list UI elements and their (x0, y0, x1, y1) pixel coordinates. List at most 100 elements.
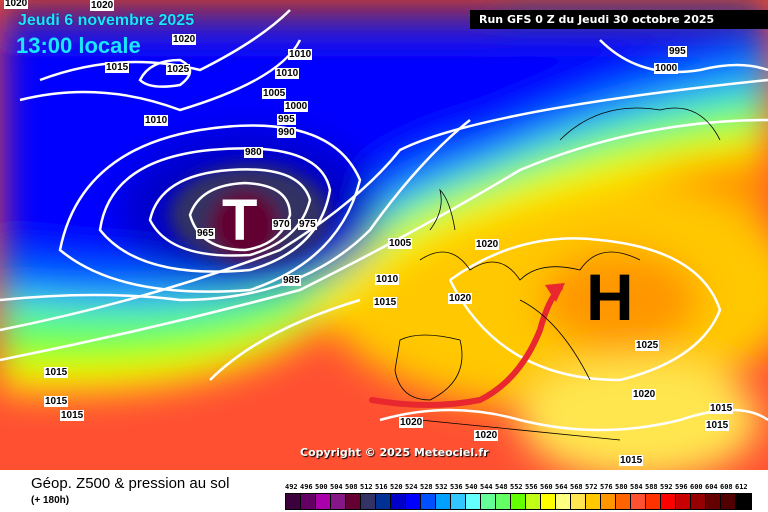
low-pressure-symbol: T (222, 188, 258, 253)
legend-swatch (346, 494, 361, 509)
isobar-label: 1020 (448, 293, 473, 304)
isobar-label: 965 (196, 228, 215, 239)
isobar-label: 970 (272, 219, 291, 230)
legend-swatch (616, 494, 631, 509)
trajectory-arrow (369, 285, 563, 408)
isobar-label: 1025 (166, 64, 191, 75)
footer: Géop. Z500 & pression au sol (+ 180h) 49… (0, 470, 768, 512)
isobar-label: 995 (277, 114, 296, 125)
legend-swatch (391, 494, 406, 509)
legend-label: 552 (510, 483, 523, 491)
legend-label: 604 (705, 483, 718, 491)
legend-label: 500 (315, 483, 328, 491)
legend-label: 612 (735, 483, 748, 491)
geopotential-map (0, 0, 768, 470)
legend-label: 496 (300, 483, 313, 491)
legend-swatch (601, 494, 616, 509)
coastlines (394, 107, 721, 441)
legend-swatch (541, 494, 556, 509)
legend-swatch (736, 494, 751, 509)
legend-label: 588 (645, 483, 658, 491)
legend-label: 596 (675, 483, 688, 491)
legend-label: 532 (435, 483, 448, 491)
high-pressure-symbol: H (586, 260, 634, 334)
isobar-label: 1015 (373, 297, 398, 308)
isobar-label: 1020 (90, 0, 115, 11)
model-run-label: Run GFS 0 Z du Jeudi 30 octobre 2025 (470, 10, 768, 29)
isobar-label: 1015 (60, 410, 85, 421)
legend-labels: 492 496 500 504 508 512 516 520 524 528 532 536 540 5… (285, 483, 750, 491)
isobar-label: 1015 (705, 420, 730, 431)
forecast-lead-time: (+ 180h) (31, 495, 70, 506)
isobar-label: 1010 (375, 274, 400, 285)
legend-label: 564 (555, 483, 568, 491)
legend-label: 524 (405, 483, 418, 491)
legend-label: 512 (360, 483, 373, 491)
map-title: Géop. Z500 & pression au sol (31, 475, 230, 492)
legend-label: 504 (330, 483, 343, 491)
arrow-head-icon (545, 283, 565, 302)
legend-label: 544 (480, 483, 493, 491)
isobar-label: 1005 (388, 238, 413, 249)
isobar-label: 1015 (44, 396, 69, 407)
isobar-label: 1020 (632, 389, 657, 400)
isobar-label: 1000 (284, 101, 309, 112)
isobar-label: 1020 (172, 34, 197, 45)
legend-label: 492 (285, 483, 298, 491)
legend-swatch (631, 494, 646, 509)
isobar-lines (0, 9, 768, 432)
forecast-date: Jeudi 6 novembre 2025 (18, 12, 195, 29)
legend-swatch (526, 494, 541, 509)
legend-label: 584 (630, 483, 643, 491)
legend-label: 540 (465, 483, 478, 491)
copyright: Copyright © 2025 Meteociel.fr (300, 446, 489, 459)
legend-label: 568 (570, 483, 583, 491)
legend-label: 536 (450, 483, 463, 491)
legend-swatch (646, 494, 661, 509)
color-legend (285, 493, 752, 510)
isobar-label: 1010 (288, 49, 313, 60)
legend-swatch (661, 494, 676, 509)
legend-swatch (511, 494, 526, 509)
legend-swatch (481, 494, 496, 509)
forecast-time: 13:00 locale (16, 33, 141, 58)
legend-label: 560 (540, 483, 553, 491)
isobar-label: 1010 (144, 115, 169, 126)
legend-label: 508 (345, 483, 358, 491)
legend-swatch (286, 494, 301, 509)
isobar-label: 1020 (399, 417, 424, 428)
legend-swatch (331, 494, 346, 509)
legend-swatch (571, 494, 586, 509)
isobar-label: 975 (298, 219, 317, 230)
legend-label: 608 (720, 483, 733, 491)
legend-label: 592 (660, 483, 673, 491)
legend-swatch (451, 494, 466, 509)
isobar-label: 1020 (475, 239, 500, 250)
isobar-label: 1015 (105, 62, 130, 73)
legend-swatch (496, 494, 511, 509)
legend-swatch (556, 494, 571, 509)
legend-label: 580 (615, 483, 628, 491)
legend-label: 576 (600, 483, 613, 491)
legend-swatch (586, 494, 601, 509)
legend-swatch (676, 494, 691, 509)
legend-swatch (316, 494, 331, 509)
isobar-label: 1010 (275, 68, 300, 79)
isobar-label: 1015 (44, 367, 69, 378)
legend-swatch (721, 494, 736, 509)
isobar-label: 1005 (262, 88, 287, 99)
isobar-label: 980 (244, 147, 263, 158)
legend-label: 548 (495, 483, 508, 491)
isobar-label: 1025 (635, 340, 660, 351)
isobar-label: 1015 (709, 403, 734, 414)
isobar-label: 1020 (4, 0, 29, 9)
legend-swatch (421, 494, 436, 509)
legend-label: 600 (690, 483, 703, 491)
isobar-label: 990 (277, 127, 296, 138)
isobar-label: 1020 (474, 430, 499, 441)
legend-swatch (436, 494, 451, 509)
isobar-label: 985 (282, 275, 301, 286)
legend-swatch (361, 494, 376, 509)
isobar-label: 1000 (654, 63, 679, 74)
